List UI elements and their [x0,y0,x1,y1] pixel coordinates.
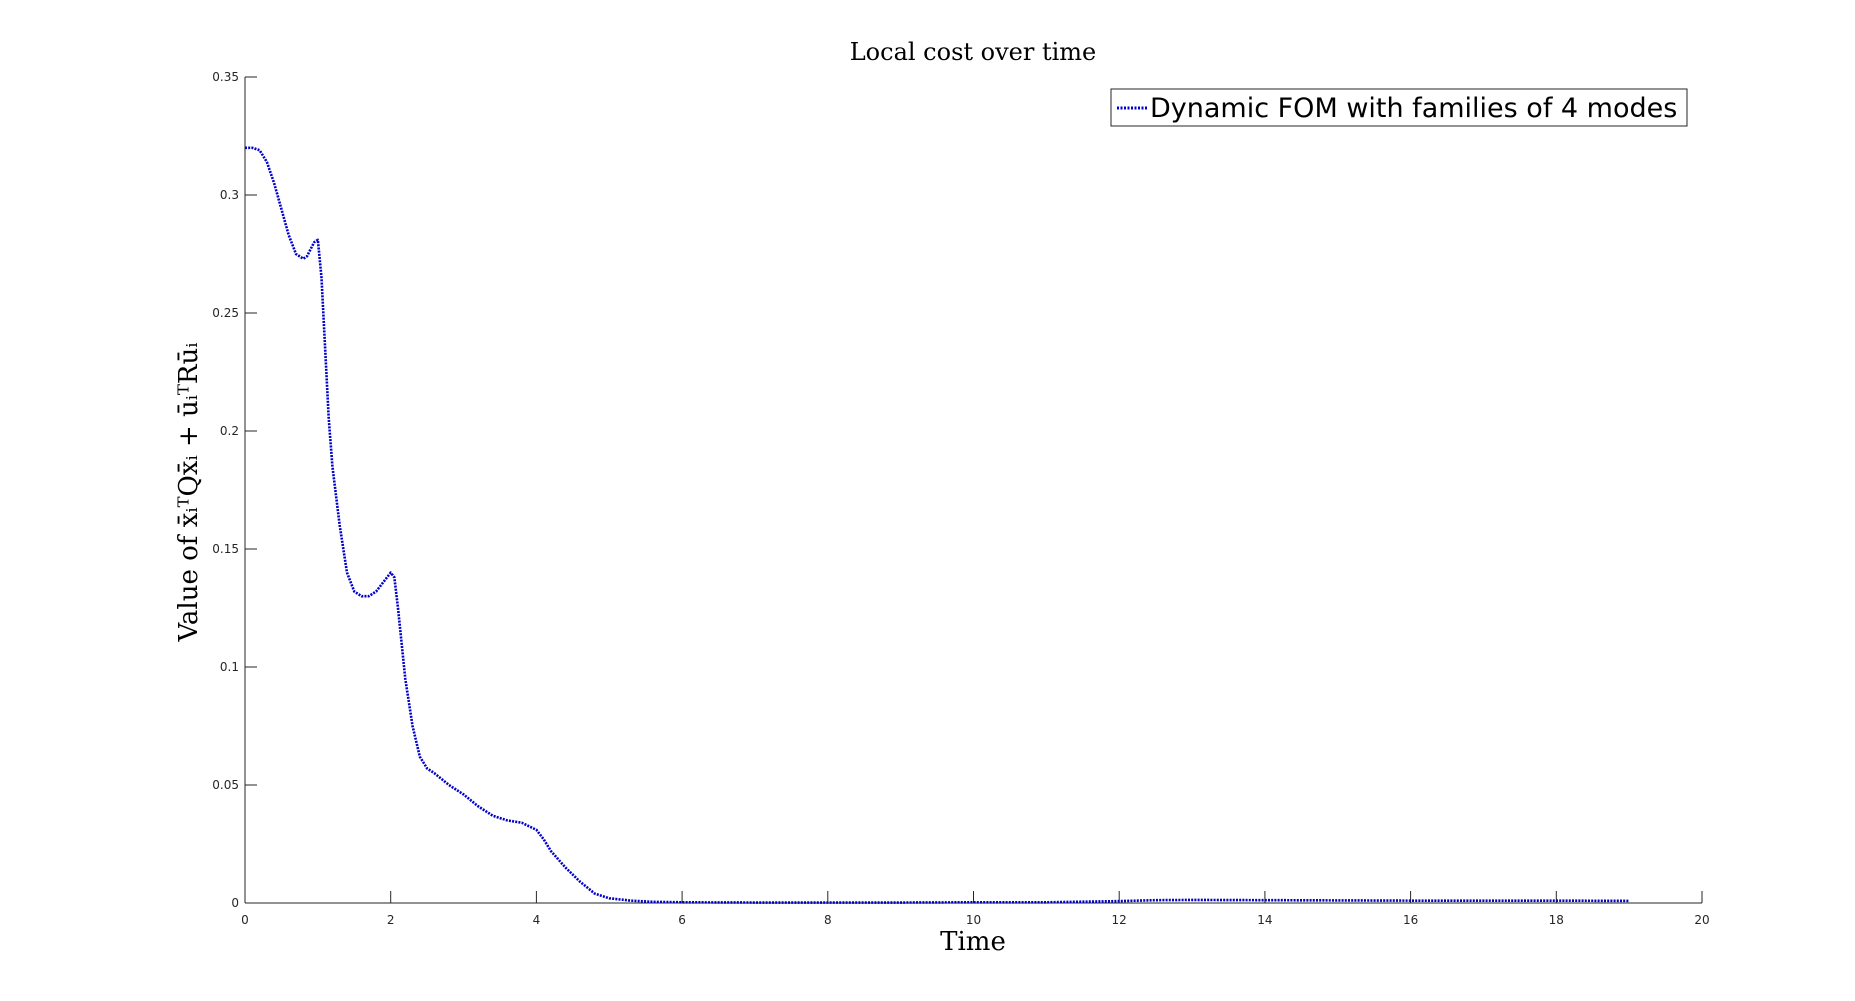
x-tick-label: 0 [241,913,249,927]
ticks: 0 2 4 6 8 10 12 14 16 18 20 0 0.05 0.1 0.15 0.2 0.25 0.3 0… [212,70,1709,927]
y-tick-label: 0.25 [212,306,239,320]
series-line-0 [245,146,1630,904]
legend-box [1110,88,1688,127]
x-tick-label: 2 [387,913,395,927]
y-tick-label: 0 [231,896,239,910]
x-tick-label: 4 [533,913,541,927]
x-tick-label: 12 [1112,913,1127,927]
x-tick-label: 6 [678,913,686,927]
legend-label: Dynamic FOM with families of 4 modes [1150,93,1677,124]
legend: Dynamic FOM with families of 4 modes [1110,88,1688,127]
y-tick-label: 0.15 [212,542,239,556]
y-tick-label: 0.2 [220,424,239,438]
y-tick-label: 0.35 [212,70,239,84]
x-tick-label: 8 [824,913,832,927]
y-tick-label: 0.05 [212,778,239,792]
series-layer [245,146,1630,904]
axes [244,77,1702,904]
x-axis-label: Time [940,927,1006,957]
x-tick-label: 10 [966,913,981,927]
y-axis-label: Value of x̄ᵢᵀQx̄ᵢ + ūᵢᵀRūᵢ [174,343,204,643]
x-tick-label: 14 [1257,913,1272,927]
y-tick-label: 0.1 [220,660,239,674]
x-tick-label: 16 [1403,913,1418,927]
y-tick-label: 0.3 [220,188,239,202]
chart-title: Local cost over time [850,38,1097,66]
x-tick-label: 20 [1694,913,1709,927]
x-tick-label: 18 [1549,913,1564,927]
